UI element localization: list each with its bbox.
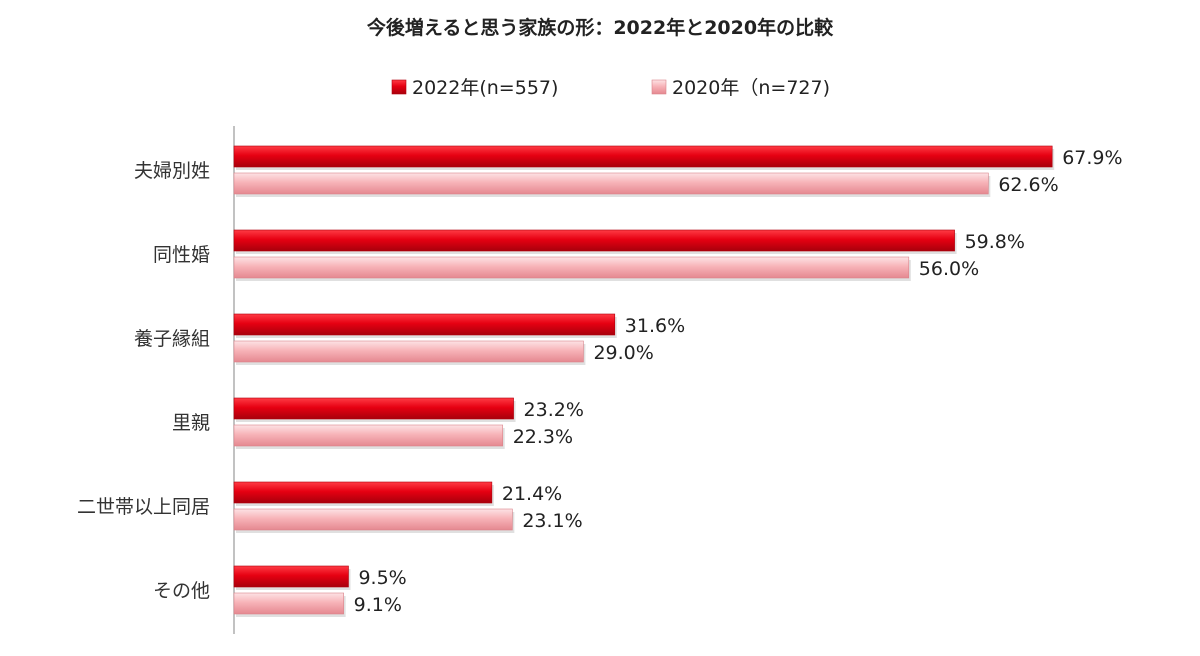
bar-2020 <box>233 256 910 279</box>
bar-2022 <box>233 397 514 420</box>
chart-title: 今後増えると思う家族の形：2022年と2020年の比較 <box>366 16 834 39</box>
bar-2020 <box>233 508 513 531</box>
value-label: 67.9% <box>1062 147 1122 169</box>
legend-swatch-2020 <box>651 79 667 95</box>
bar-2020 <box>233 340 584 363</box>
bar-2022 <box>233 229 955 252</box>
bar-2020 <box>233 592 344 615</box>
value-label: 29.0% <box>593 342 653 364</box>
value-label: 23.1% <box>522 510 582 532</box>
legend-swatch-2022 <box>391 79 407 95</box>
bars-layer: 夫婦別姓 67.9%62.6% 同性婚 59.8% 56.0% 養子縁組 31.6% 29.0… <box>77 145 1123 617</box>
legend-label-2020: 2020年（n=727) <box>672 77 830 99</box>
bar-2020 <box>233 172 989 195</box>
value-label: 21.4% <box>502 483 562 505</box>
value-label: 9.5% <box>358 567 406 589</box>
legend-label-2022: 2022年(n=557) <box>412 77 558 99</box>
bar-2022 <box>233 313 616 336</box>
value-label: 9.1% <box>354 594 402 616</box>
value-label: 56.0% <box>919 258 979 280</box>
value-label: 22.3% <box>513 426 573 448</box>
value-label: 23.2% <box>524 399 584 421</box>
bar-2020 <box>233 424 504 447</box>
category-label: 養子縁組 <box>134 328 210 350</box>
category-label: 夫婦別姓 <box>134 160 210 182</box>
bar-2022 <box>233 565 349 588</box>
category-label: 二世帯以上同居 <box>77 496 210 518</box>
category-label: 同性婚 <box>153 244 210 266</box>
value-label: 31.6% <box>625 315 685 337</box>
value-label: 62.6% <box>998 174 1058 196</box>
bar-2022 <box>233 481 493 504</box>
value-label: 59.8% <box>965 231 1025 253</box>
bar-2022 <box>233 145 1053 168</box>
legend: 2022年(n=557) 2020年（n=727) <box>391 77 830 99</box>
category-label: その他 <box>153 580 210 602</box>
category-label: 里親 <box>172 412 210 434</box>
